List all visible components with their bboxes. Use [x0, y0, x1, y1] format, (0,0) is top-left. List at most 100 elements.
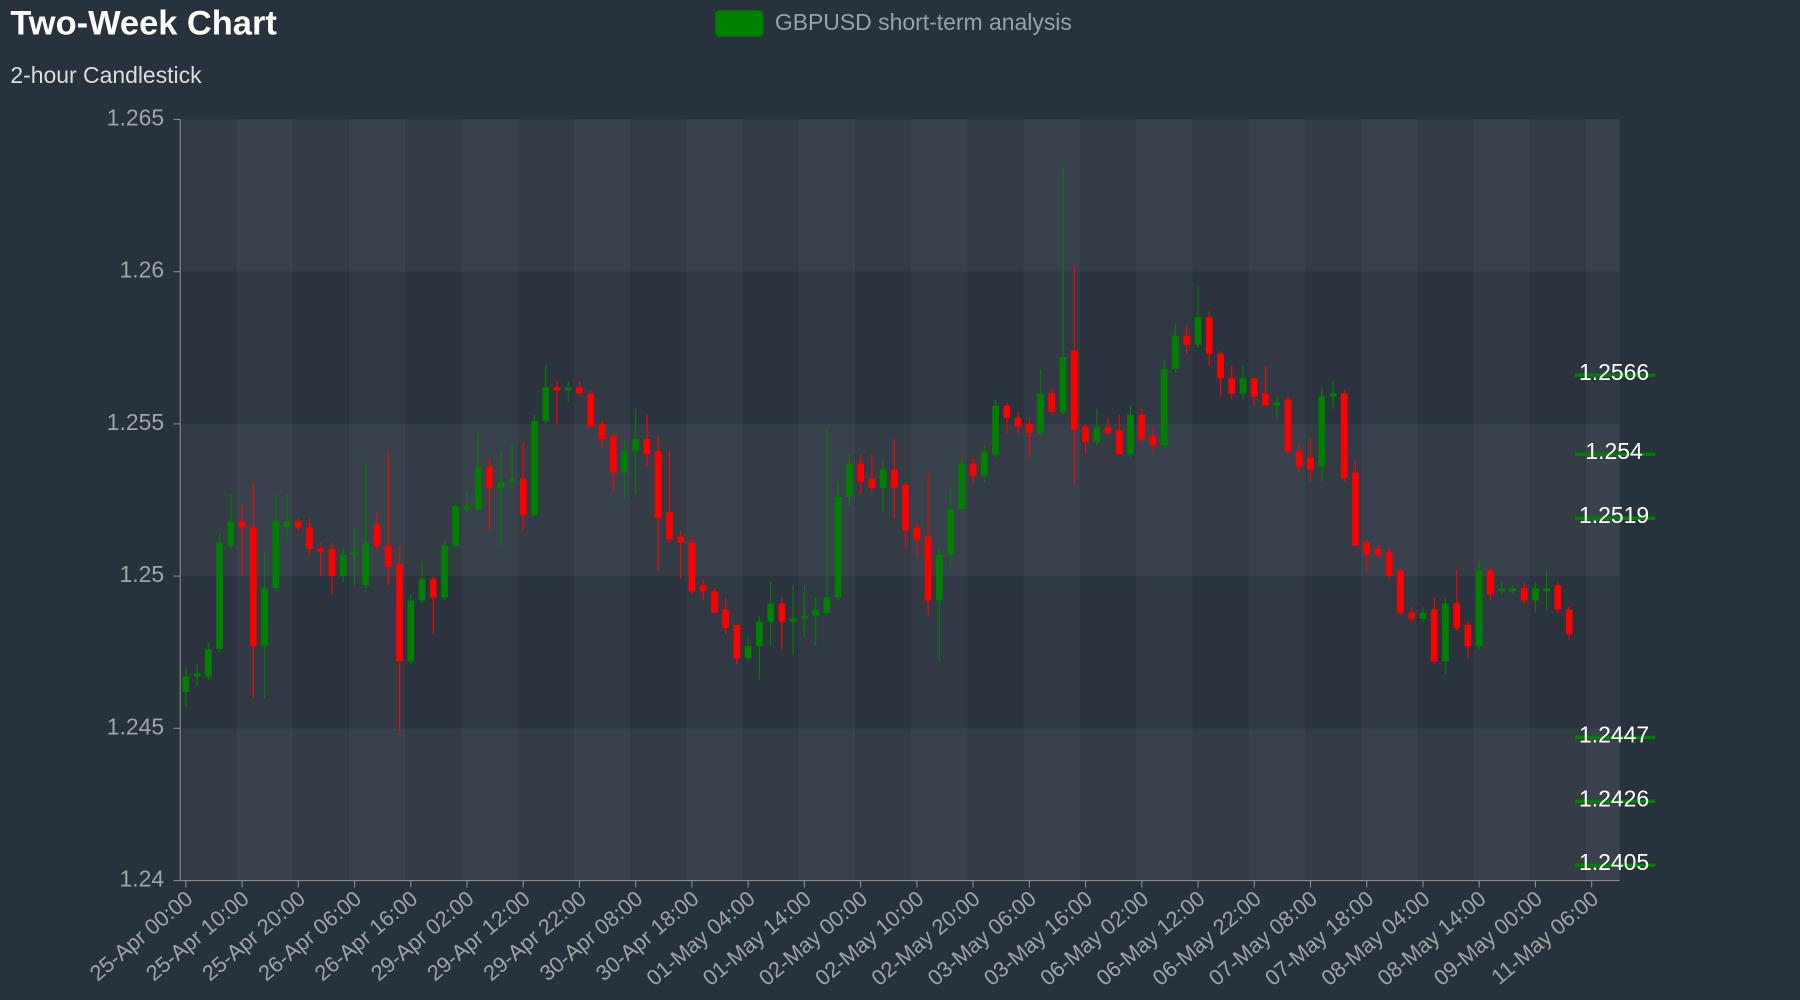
candle-body	[396, 563, 403, 662]
candle-body	[1183, 335, 1191, 345]
candle-body	[373, 524, 381, 546]
candle-body	[1059, 356, 1067, 412]
candle-body	[474, 466, 482, 510]
candle-body	[992, 405, 999, 455]
candle-body	[722, 609, 730, 628]
candle-body	[1565, 609, 1573, 634]
candle-body	[1250, 378, 1258, 397]
candle-body	[913, 527, 921, 540]
candle-body	[249, 527, 257, 647]
candle-body	[812, 609, 820, 616]
candle-body	[519, 478, 527, 516]
candle-body	[666, 512, 673, 540]
candle-body	[834, 496, 842, 598]
column-band	[1136, 119, 1192, 880]
candle-body	[204, 649, 212, 677]
column-band	[743, 119, 799, 880]
level-label: 1.2405	[1579, 849, 1649, 875]
column-band	[293, 119, 349, 880]
candle-body	[542, 387, 550, 421]
candle-body	[1115, 429, 1123, 455]
candle-body	[756, 621, 763, 647]
candle-body	[1453, 603, 1461, 628]
candle-body	[1082, 426, 1089, 443]
column-band	[1024, 119, 1080, 880]
candle-body	[1475, 570, 1483, 647]
candle-body	[969, 463, 977, 476]
y-tick-label: 1.26	[120, 257, 165, 283]
candle-body	[958, 463, 966, 510]
candle-body	[767, 603, 775, 622]
candle-body	[463, 506, 471, 510]
level-label: 1.2566	[1579, 359, 1649, 385]
candle-body	[823, 597, 831, 613]
candle-body	[632, 439, 640, 452]
candle-body	[1070, 350, 1078, 430]
candle-body	[1273, 402, 1281, 406]
column-band	[1192, 119, 1248, 880]
candle-body	[1307, 457, 1314, 470]
candle-body	[216, 542, 223, 650]
chart-subtitle: 2-hour Candlestick	[10, 62, 202, 88]
candle-body	[1532, 588, 1539, 601]
candle-body	[564, 387, 572, 391]
column-band	[1586, 119, 1620, 880]
candle-body	[384, 545, 392, 567]
candle-body	[1487, 570, 1494, 595]
column-band	[1417, 119, 1473, 880]
candle-body	[1014, 417, 1022, 427]
candle-body	[778, 603, 786, 622]
candle-body	[1217, 353, 1224, 379]
candle-body	[1363, 542, 1371, 555]
legend-swatch	[715, 10, 764, 37]
level-label: 1.2426	[1579, 785, 1649, 811]
candle-body	[868, 478, 876, 488]
candle-body	[1340, 393, 1348, 479]
candle-body	[598, 423, 606, 440]
candle-body	[508, 478, 516, 482]
candle-body	[339, 554, 347, 577]
legend-label[interactable]: GBPUSD short-term analysis	[775, 9, 1072, 35]
candle-body	[238, 521, 246, 528]
candle-body	[1329, 393, 1337, 397]
candle-body	[1295, 451, 1303, 467]
y-tick-label: 1.245	[107, 713, 164, 739]
candle-body	[789, 618, 797, 622]
column-band	[180, 119, 236, 880]
candle-body	[677, 536, 685, 543]
candle-body	[654, 451, 662, 519]
candle-body	[947, 509, 954, 555]
candle-body	[452, 506, 460, 546]
candle-body	[1374, 548, 1382, 555]
candle-body	[182, 676, 190, 692]
candle-body	[1408, 612, 1416, 619]
candle-body	[1205, 317, 1213, 354]
candle-body	[261, 588, 268, 647]
level-label: 1.2519	[1579, 502, 1649, 528]
candle-body	[1194, 317, 1202, 345]
row-band	[180, 576, 1620, 729]
column-band	[967, 119, 1023, 880]
candle-body	[283, 521, 291, 528]
candle-body	[1093, 426, 1101, 443]
candle-body	[744, 646, 752, 659]
candle-body	[801, 615, 808, 619]
row-band	[180, 119, 1620, 272]
candle-body	[227, 521, 235, 546]
candle-body	[553, 387, 561, 391]
chart-title: Two-Week Chart	[10, 4, 277, 42]
candle-body	[531, 420, 538, 516]
candle-body	[711, 591, 718, 613]
candle-body	[1464, 624, 1472, 647]
candle-body	[621, 451, 628, 473]
candle-body	[1138, 414, 1146, 440]
candle-body	[1419, 612, 1427, 619]
plot-bands	[180, 119, 1620, 881]
candle-body	[1509, 588, 1517, 592]
candle-body	[351, 551, 358, 555]
candle-body	[879, 469, 887, 488]
candle-body	[1543, 588, 1551, 592]
level-label: 1.2447	[1579, 721, 1649, 747]
candle-body	[1127, 414, 1134, 455]
